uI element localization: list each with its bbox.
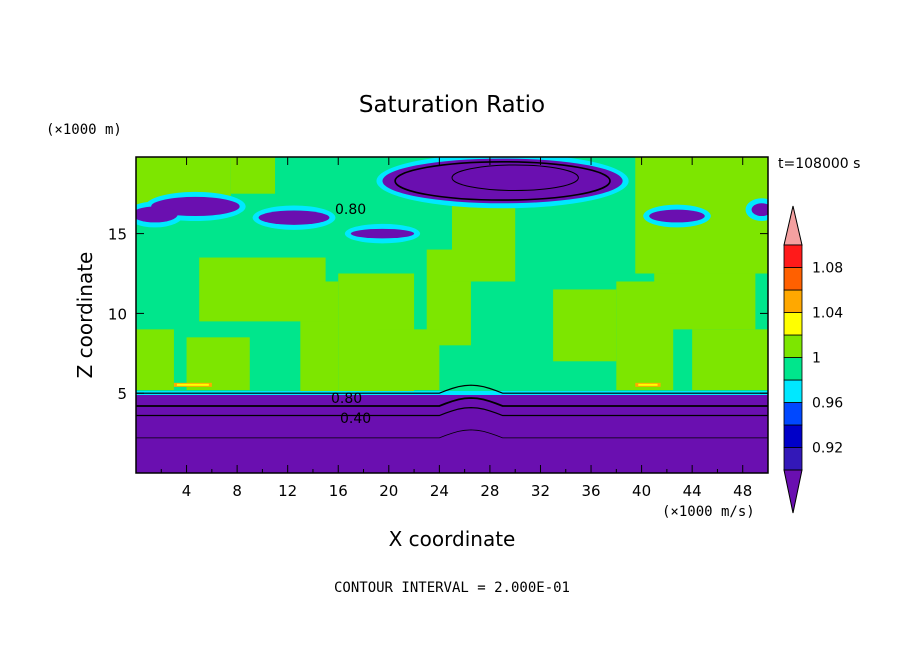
- y-axis-label: Z coordinate: [73, 252, 97, 379]
- colorbar-tick-label: 0.92: [812, 441, 843, 457]
- contour-interval-note: CONTOUR INTERVAL = 2.000E-01: [334, 580, 570, 596]
- x-tick-label: 20: [379, 482, 398, 500]
- colorbar-bin: [783, 312, 803, 336]
- supersat-patch: [452, 193, 516, 282]
- x-tick-label: 44: [683, 482, 702, 500]
- colorbar-bin: [783, 379, 803, 403]
- colorbar-bin: [783, 267, 803, 291]
- contour-label-lower-1: 0.80: [331, 391, 362, 407]
- dry-patch-contour: [451, 164, 579, 192]
- colorbar-bottom-arrow: [783, 469, 803, 514]
- x-tick-label: 16: [329, 482, 348, 500]
- supersat-patch: [186, 337, 250, 391]
- supersat-patch: [376, 329, 440, 391]
- colorbar: 0.92 0.96 1 1.04 1.08: [783, 205, 843, 514]
- colorbar-tick-label: 1.08: [812, 261, 843, 277]
- contour-line: [136, 397, 768, 407]
- y-unit-label: (×1000 m): [46, 122, 122, 138]
- colorbar-top-arrow: [783, 205, 803, 246]
- contour-line: [136, 429, 768, 439]
- x-tick-label: 36: [581, 482, 600, 500]
- supersat-patch: [230, 157, 276, 194]
- y-tick-label: 10: [108, 305, 127, 323]
- dry-patch: [350, 228, 415, 239]
- colorbar-bin: [783, 447, 803, 471]
- dry-patch-contour: [394, 160, 611, 201]
- y-tick-label: 5: [117, 385, 127, 403]
- time-label: t=108000 s: [778, 156, 860, 172]
- colorbar-bin: [783, 424, 803, 448]
- chart-title: Saturation Ratio: [359, 92, 545, 118]
- x-axis-label: X coordinate: [389, 527, 516, 551]
- x-tick-label: 32: [531, 482, 550, 500]
- contour-label-lower-2: 0.40: [340, 411, 371, 427]
- colorbar-bin: [783, 289, 803, 313]
- colorbar-tick-label: 1.04: [812, 306, 843, 322]
- colorbar-bin: [783, 357, 803, 381]
- supersat-patch: [553, 289, 617, 362]
- dry-patch: [258, 210, 330, 225]
- upper-dry-features: [136, 157, 768, 244]
- contour-line: [136, 406, 768, 417]
- y-tick-label: 15: [108, 226, 127, 244]
- dry-patch: [751, 203, 768, 217]
- x-axis-ticks: 4 8 12 16 20 24 28 32 36 40 44 48: [160, 157, 752, 500]
- colorbar-bin: [783, 244, 803, 268]
- x-tick-label: 4: [182, 482, 192, 500]
- x-tick-label: 8: [232, 482, 242, 500]
- colorbar-bin: [783, 402, 803, 426]
- x-tick-label: 40: [632, 482, 651, 500]
- contour-label-upper: 0.80: [335, 202, 366, 218]
- cloud-base-band: [136, 391, 768, 395]
- supersat-spot-core: [638, 383, 658, 386]
- supersat-patch: [199, 257, 326, 322]
- colorbar-tick-label: 0.96: [812, 396, 843, 412]
- y-axis-ticks: 5 10 15: [108, 226, 768, 403]
- contour-line: [136, 384, 768, 394]
- dry-patch: [649, 209, 705, 223]
- supersat-spot-core: [176, 383, 209, 386]
- x-tick-label: 12: [278, 482, 297, 500]
- x-tick-label: 48: [733, 482, 752, 500]
- x-unit-label: (×1000 m/s): [662, 504, 755, 520]
- dry-patch: [136, 206, 178, 223]
- supersat-patch: [136, 329, 174, 391]
- supersat-patch: [692, 329, 768, 391]
- x-tick-label: 28: [480, 482, 499, 500]
- plot-area: [136, 157, 768, 473]
- colorbar-tick-label: 1: [812, 351, 821, 367]
- plot-frame: [135, 156, 769, 474]
- contour-lines: [136, 384, 768, 439]
- colorbar-bin: [783, 334, 803, 358]
- x-tick-label: 24: [430, 482, 449, 500]
